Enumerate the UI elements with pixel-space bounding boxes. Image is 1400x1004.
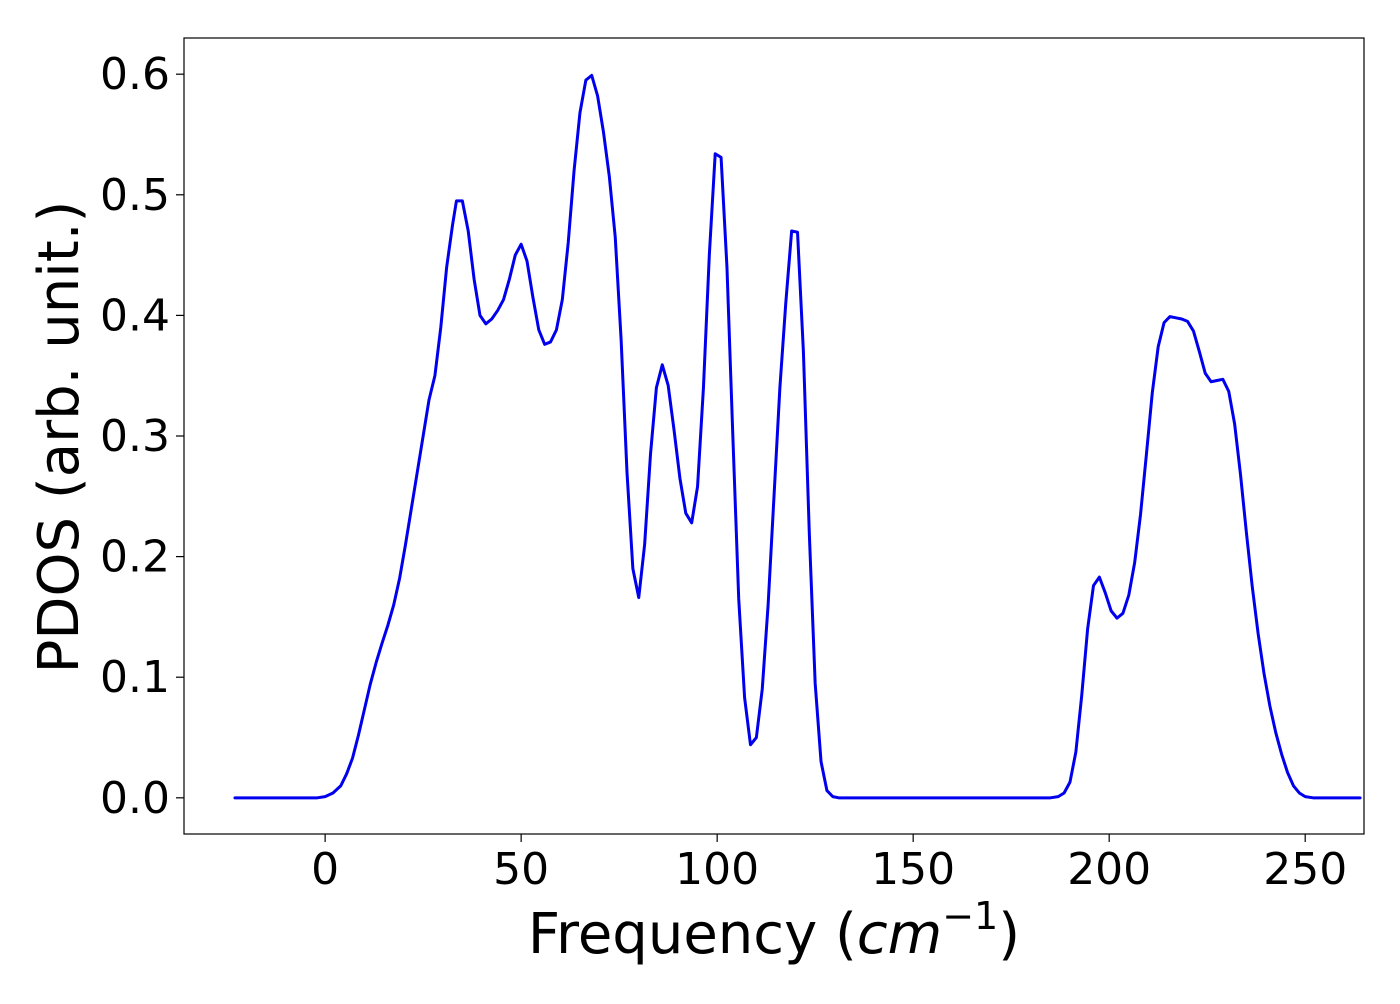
- x-axis-label-prefix: Frequency (: [528, 902, 857, 967]
- x-tick-label: 0: [311, 844, 339, 895]
- y-tick-label: 0.1: [100, 652, 170, 703]
- x-axis-label-suffix: ): [998, 902, 1020, 967]
- y-axis-label: PDOS (arb. unit.): [27, 201, 92, 674]
- x-tick-label: 100: [675, 844, 759, 895]
- series-line-0: [233, 73, 1362, 800]
- y-tick-label: 0.2: [100, 532, 170, 583]
- y-tick-label: 0.5: [100, 170, 170, 221]
- x-tick-label: 200: [1067, 844, 1151, 895]
- y-tick-label: 0.0: [100, 773, 170, 824]
- plot-area: [183, 37, 1365, 835]
- y-tick-label: 0.6: [100, 49, 170, 100]
- x-axis-label-exponent: −1: [942, 894, 998, 938]
- y-tick-label: 0.3: [100, 411, 170, 462]
- x-tick-label: 50: [493, 844, 549, 895]
- x-axis-label-unit: cm: [857, 902, 942, 967]
- y-axis-ticks: 0.0 0.1 0.2 0.3 0.4 0.5 0.6: [100, 49, 184, 824]
- plot-frame: [183, 37, 1365, 835]
- x-tick-label: 150: [871, 844, 955, 895]
- x-tick-label: 250: [1263, 844, 1347, 895]
- x-axis-label: Frequency (cm−1): [528, 894, 1020, 967]
- y-tick-label: 0.4: [100, 290, 170, 341]
- x-axis-ticks: 0 50 100 150 200 250: [311, 834, 1347, 895]
